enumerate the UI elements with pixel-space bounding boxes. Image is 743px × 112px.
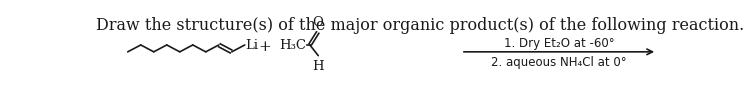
Text: H₃C: H₃C <box>279 38 306 51</box>
Text: +: + <box>259 39 271 53</box>
Text: H: H <box>313 60 324 73</box>
Text: O: O <box>313 16 323 29</box>
Text: Draw the structure(s) of the major organic product(s) of the following reaction.: Draw the structure(s) of the major organ… <box>96 17 743 34</box>
Text: Li: Li <box>245 39 259 52</box>
Text: 1. Dry Et₂O at -60°: 1. Dry Et₂O at -60° <box>504 36 614 49</box>
Text: 2. aqueous NH₄Cl at 0°: 2. aqueous NH₄Cl at 0° <box>491 55 627 68</box>
